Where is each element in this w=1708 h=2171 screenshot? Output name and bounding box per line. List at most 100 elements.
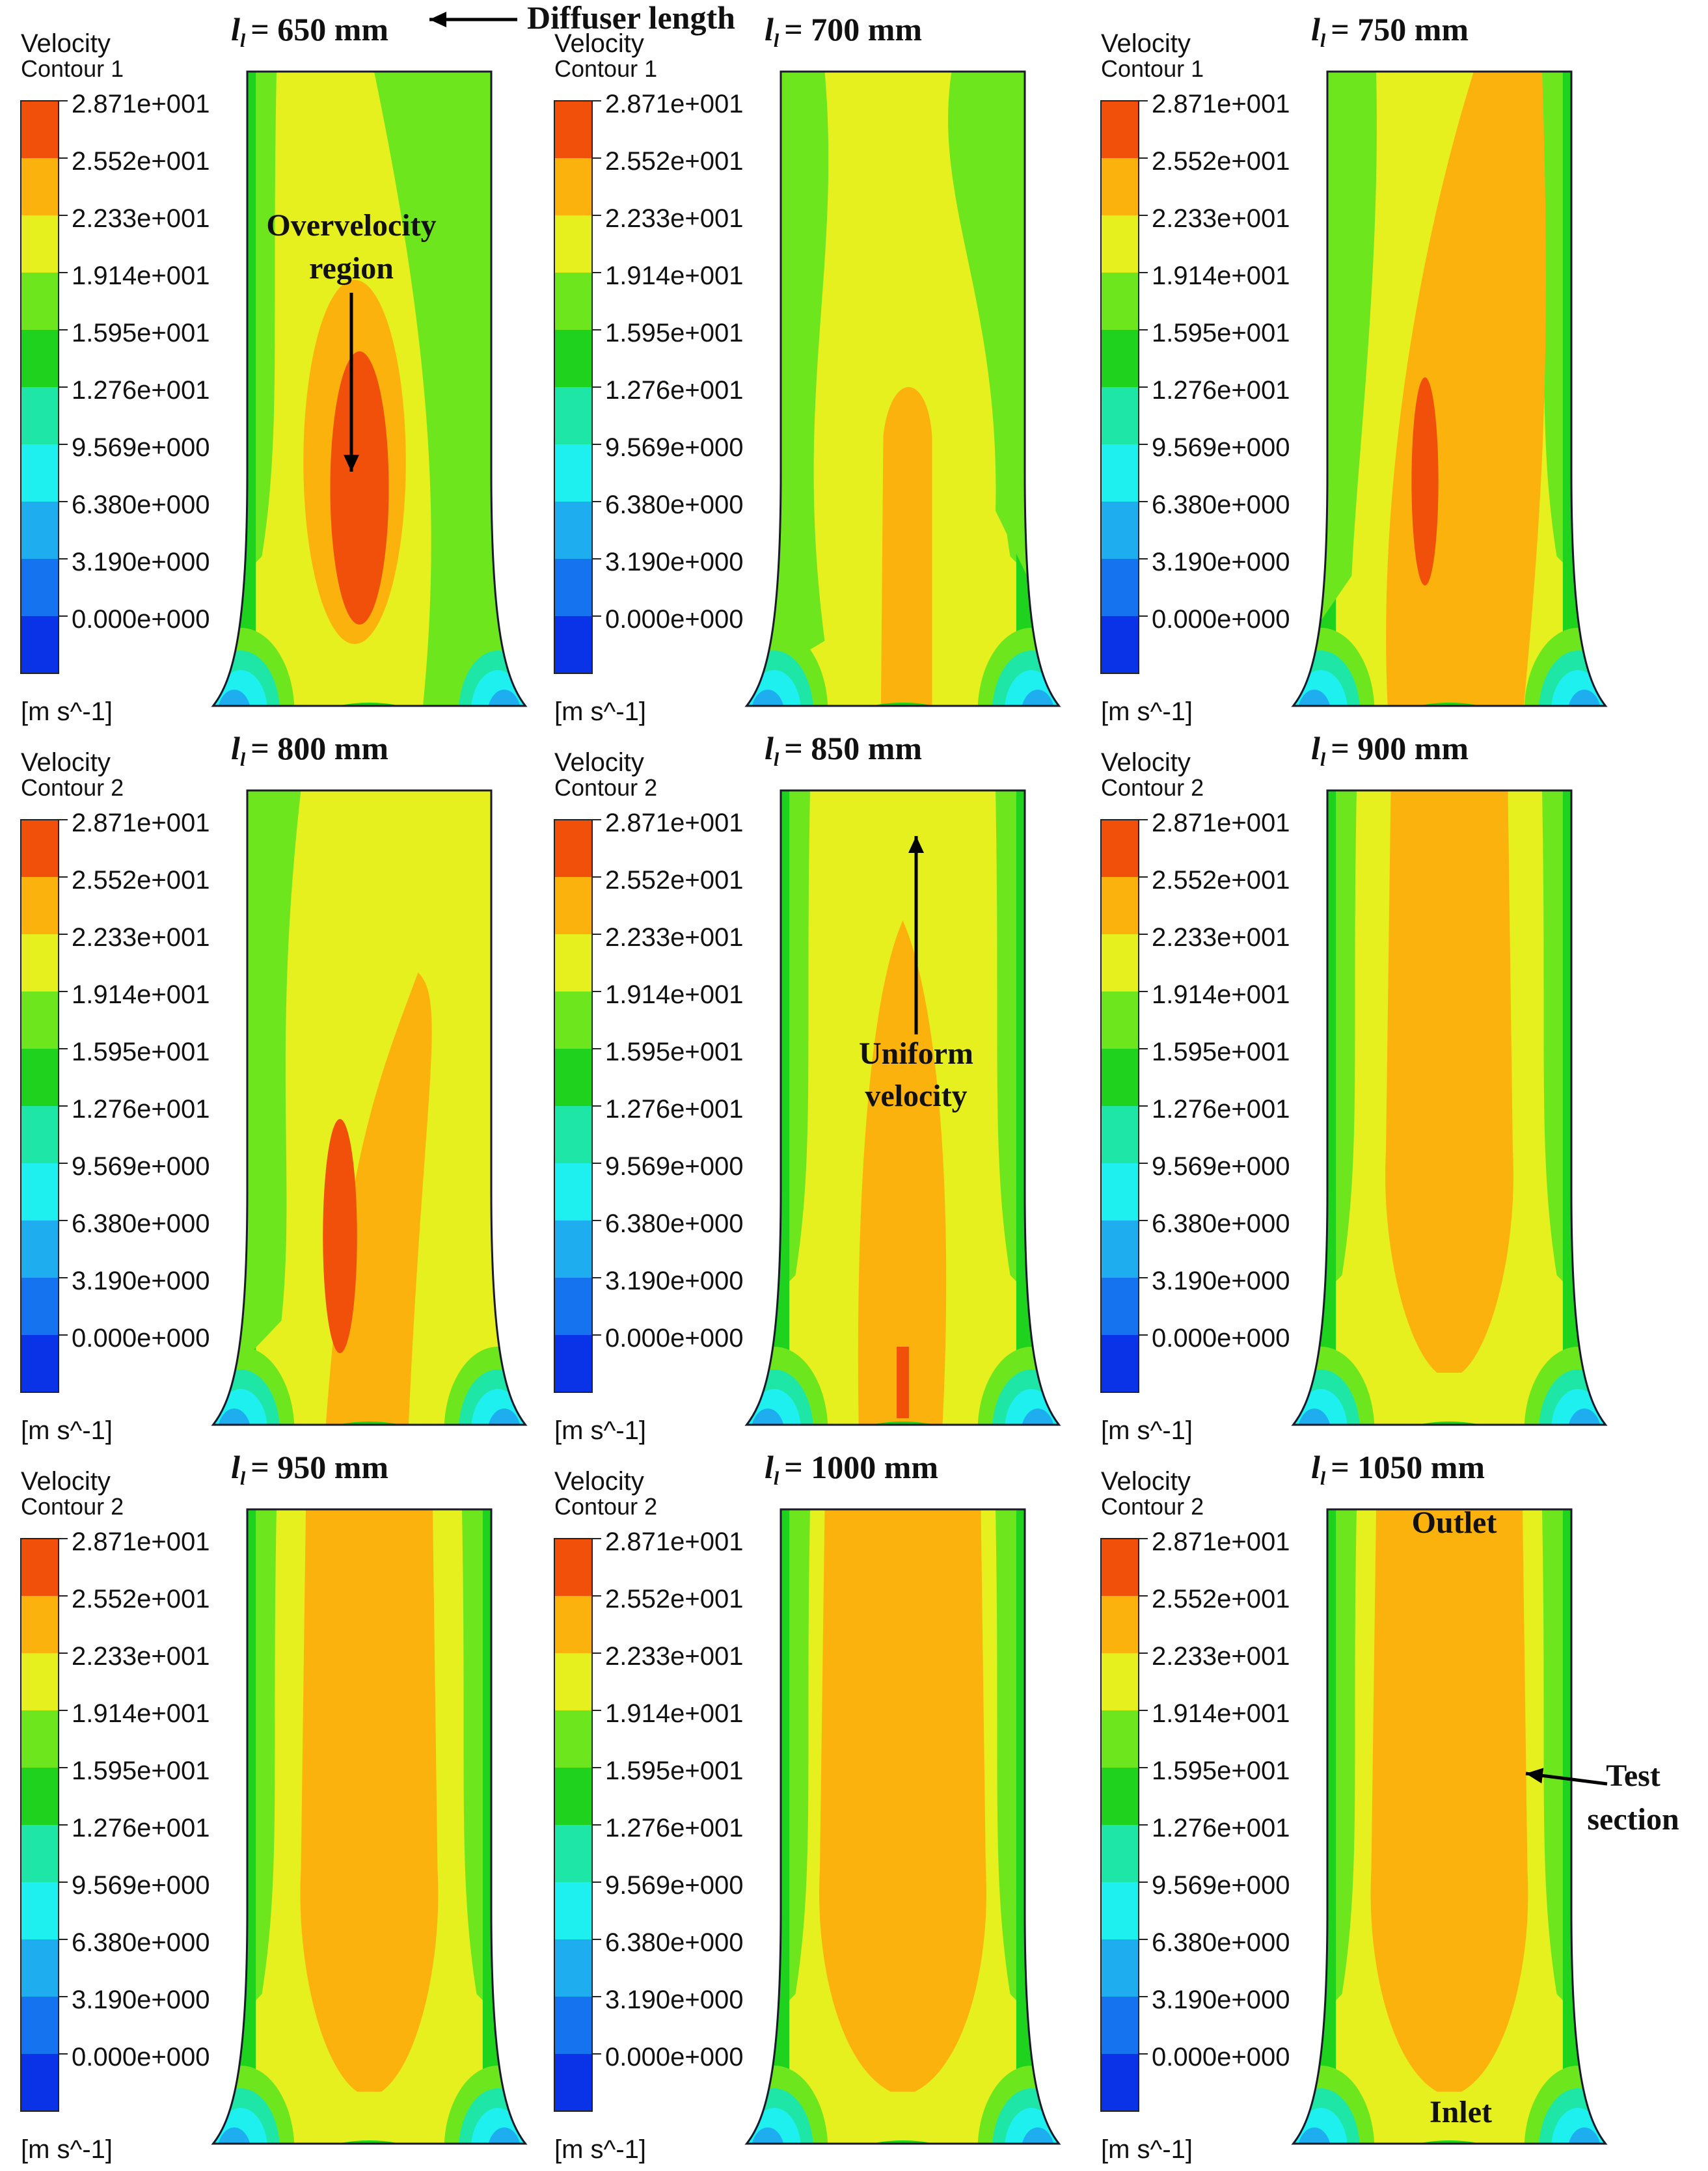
legend-tick-label: 2.233e+001: [72, 1642, 210, 1671]
legend-tick-label: 2.871e+001: [72, 809, 210, 837]
legend-swatch: [1101, 273, 1139, 330]
core-flow: [1385, 790, 1513, 1373]
tunnel-wall: [211, 789, 528, 1426]
core-flow: [1370, 1509, 1528, 2092]
legend-swatch: [21, 1049, 59, 1106]
legend-tick-label: 9.569e+000: [72, 1152, 210, 1181]
legend-tick-label: 2.552e+001: [72, 1585, 210, 1613]
legend-swatch: [1101, 934, 1139, 991]
legend-tick-label: 2.871e+001: [72, 1528, 210, 1556]
legend-swatch: [554, 991, 592, 1049]
legend-swatch: [554, 1882, 592, 1939]
legend-tick-label: 3.190e+000: [605, 1267, 743, 1295]
legend-tick-label: 2.552e+001: [1152, 866, 1290, 895]
tunnel-wall: [211, 1508, 528, 2145]
legend-tick-label: 2.871e+001: [605, 809, 743, 837]
legend-tick-label: 3.190e+000: [72, 548, 210, 576]
legend-swatch: [1101, 502, 1139, 559]
legend-title: Velocity: [554, 748, 644, 777]
legend-tick-label: 1.595e+001: [1152, 1757, 1290, 1785]
legend-tick-label: 2.233e+001: [605, 204, 743, 233]
legend-contour: Contour 2: [21, 774, 124, 801]
legend-swatch: [1101, 387, 1139, 444]
legend-swatch: [1101, 1710, 1139, 1768]
legend-tick-label: 1.276e+001: [605, 1095, 743, 1124]
legend-tick-label: 0.000e+000: [1152, 1324, 1290, 1353]
legend-title: Velocity: [554, 29, 644, 58]
legend-swatch: [1101, 2054, 1139, 2111]
legend-tick-label: 1.914e+001: [72, 262, 210, 290]
legend-tick-label: 3.190e+000: [1152, 548, 1290, 576]
legend-tick-label: 1.914e+001: [605, 980, 743, 1009]
legend-swatch: [1101, 1596, 1139, 1653]
legend-tick-label: 2.871e+001: [605, 90, 743, 118]
legend-swatch: [21, 1539, 59, 1596]
legend-contour: Contour 1: [554, 55, 657, 82]
legend-tick-label: 2.552e+001: [1152, 147, 1290, 176]
legend-swatch: [1101, 1768, 1139, 1825]
legend-contour: Contour 2: [1101, 774, 1204, 801]
legend-swatch: [21, 1163, 59, 1220]
legend-swatch: [1101, 559, 1139, 616]
legend-tick-label: 0.000e+000: [72, 2043, 210, 2071]
legend-swatch: [21, 1335, 59, 1392]
legend-swatch: [21, 1596, 59, 1653]
legend-tick-label: 1.276e+001: [605, 1814, 743, 1842]
legend-swatch: [1101, 1939, 1139, 1997]
legend-swatch: [554, 1768, 592, 1825]
legend-swatch: [554, 934, 592, 991]
legend-swatch: [21, 444, 59, 502]
legend-swatch: [554, 1653, 592, 1710]
legend-tick-label: 1.914e+001: [605, 1699, 743, 1728]
legend-swatch: [21, 1997, 59, 2054]
legend-swatch: [21, 1220, 59, 1278]
legend-tick-label: 1.914e+001: [605, 262, 743, 290]
legend-swatch: [554, 820, 592, 877]
legend-tick-label: 6.380e+000: [605, 1928, 743, 1957]
legend-tick-label: 2.233e+001: [72, 923, 210, 952]
legend-tick-label: 9.569e+000: [605, 1152, 743, 1181]
legend-tick-label: 3.190e+000: [1152, 1986, 1290, 2014]
legend-tick-label: 6.380e+000: [605, 1209, 743, 1238]
legend-tick-label: 1.595e+001: [605, 1757, 743, 1785]
legend-swatch: [554, 1049, 592, 1106]
legend-swatch: [554, 215, 592, 273]
legend-tick-label: 6.380e+000: [72, 1928, 210, 1957]
legend-swatch: [554, 2054, 592, 2111]
legend-swatch: [1101, 1163, 1139, 1220]
legend-tick-label: 6.380e+000: [72, 1209, 210, 1238]
legend-unit: [m s^-1]: [1101, 1416, 1193, 1445]
legend-tick-label: 1.276e+001: [1152, 1814, 1290, 1842]
length-label: ll = 800 mm: [231, 730, 388, 770]
legend-swatch: [554, 330, 592, 387]
legend-tick-label: 2.233e+001: [72, 204, 210, 233]
legend-tick-label: 1.914e+001: [72, 980, 210, 1009]
legend-tick-label: 1.276e+001: [1152, 376, 1290, 405]
legend-tick-label: 1.914e+001: [1152, 262, 1290, 290]
legend-tick-label: 1.595e+001: [72, 319, 210, 347]
legend-tick-label: 2.871e+001: [1152, 90, 1290, 118]
legend-tick-label: 0.000e+000: [605, 605, 743, 634]
legend-unit: [m s^-1]: [554, 2135, 646, 2164]
legend-swatch: [1101, 1220, 1139, 1278]
legend-contour: Contour 1: [21, 55, 124, 82]
legend-swatch: [1101, 877, 1139, 934]
legend-tick-label: 9.569e+000: [72, 433, 210, 462]
panel-title: ll = 1000 mm: [765, 1449, 938, 1489]
legend-tick-label: 6.380e+000: [1152, 1209, 1290, 1238]
legend-tick-label: 2.871e+001: [1152, 809, 1290, 837]
legend-swatch: [554, 101, 592, 158]
legend-swatch: [554, 1539, 592, 1596]
legend-swatch: [21, 1653, 59, 1710]
legend-swatch: [554, 616, 592, 673]
legend-swatch: [1101, 1882, 1139, 1939]
velocity-contour: [1291, 789, 1608, 1426]
